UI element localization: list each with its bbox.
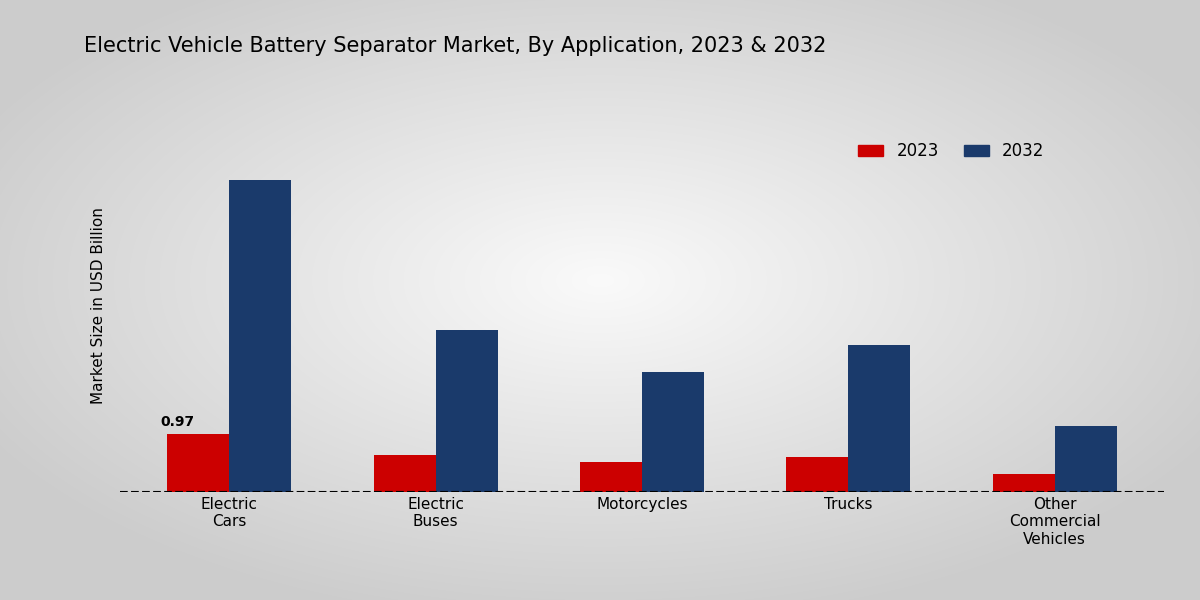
Bar (373, 455, 436, 492)
Bar (436, 330, 498, 492)
Bar (786, 457, 848, 492)
Bar (642, 372, 704, 492)
Bar (992, 474, 1055, 492)
Text: 0.97: 0.97 (160, 415, 194, 429)
Bar (1055, 426, 1116, 492)
Y-axis label: Market Size in USD Billion: Market Size in USD Billion (91, 208, 106, 404)
Legend: 2023, 2032: 2023, 2032 (852, 136, 1051, 167)
Text: Electric Vehicle Battery Separator Market, By Application, 2023 & 2032: Electric Vehicle Battery Separator Marke… (84, 36, 827, 56)
Bar (229, 180, 292, 492)
Bar (168, 434, 229, 492)
Bar (848, 345, 911, 492)
Bar (580, 462, 642, 492)
